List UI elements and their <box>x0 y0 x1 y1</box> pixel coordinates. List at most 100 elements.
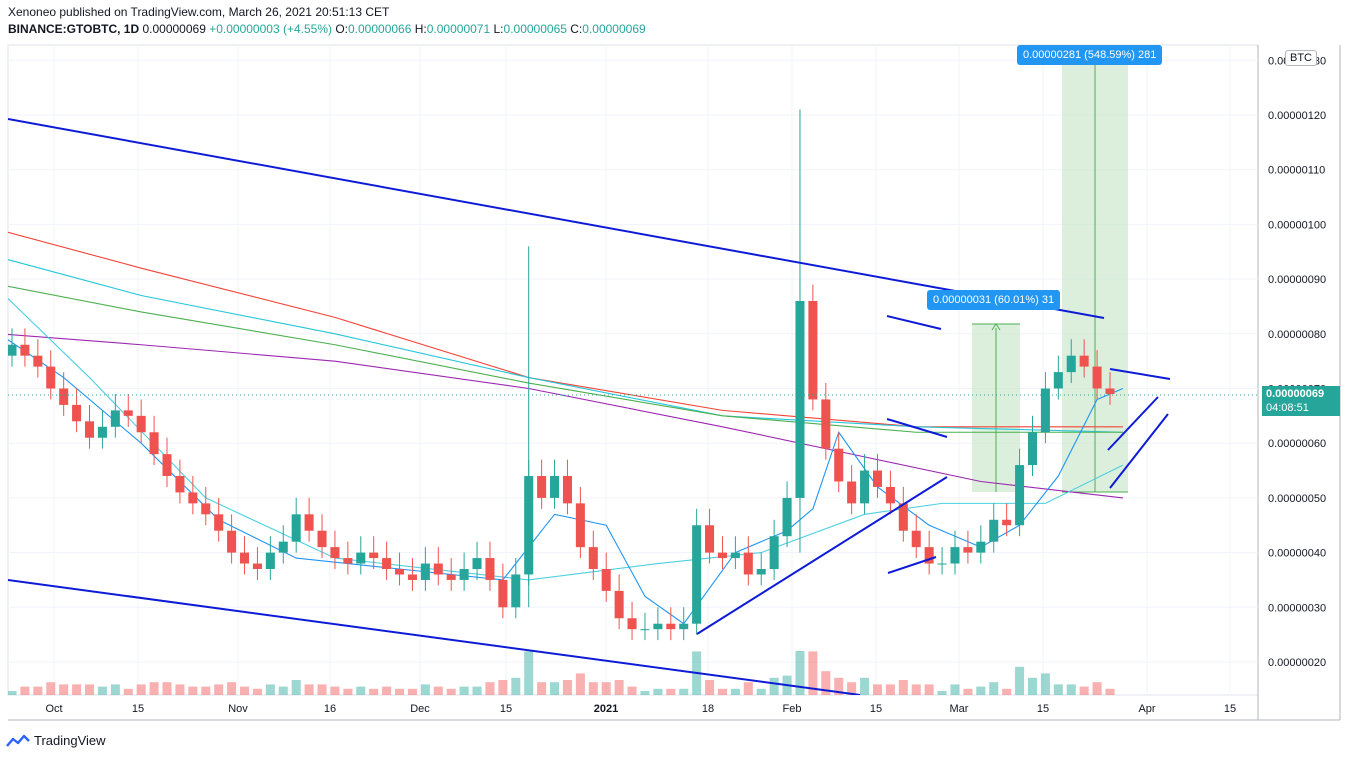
candle-body <box>782 497 792 537</box>
volume-bar <box>123 688 133 695</box>
volume-bar <box>872 684 883 695</box>
volume-bar <box>537 682 547 695</box>
y-tick-label: 0.00000030 <box>1268 602 1326 614</box>
volume-bar <box>498 680 508 695</box>
candle-body <box>705 525 715 553</box>
volume-bar <box>485 682 495 695</box>
volume-bar <box>369 688 379 695</box>
high-label: H: <box>414 22 427 36</box>
volume-bar <box>808 651 818 695</box>
volume-bar <box>885 684 895 695</box>
candle-body <box>356 552 366 564</box>
volume-bar <box>756 688 766 695</box>
candle-body <box>679 623 689 630</box>
plot-area <box>7 44 1259 696</box>
volume-bar <box>59 684 69 695</box>
candle-body <box>227 530 237 553</box>
volume-bar <box>1027 677 1038 695</box>
candle-body <box>1053 372 1063 389</box>
volume-bar <box>743 682 753 695</box>
candle-body <box>911 530 921 548</box>
candle-body <box>46 366 56 389</box>
ohlc-legend: BINANCE:GTOBTC, 1D 0.00000069 +0.0000000… <box>8 22 646 36</box>
candle-body <box>149 432 159 455</box>
candle-body <box>420 563 430 580</box>
volume-bar <box>653 688 663 695</box>
measure-label-small: 0.00000031 (60.01%) 31 <box>927 290 1061 310</box>
price-change: +0.00000003 (+4.55%) <box>209 22 332 36</box>
candle-body <box>20 344 30 356</box>
candle-body <box>123 410 133 416</box>
y-tick-label: 0.00000060 <box>1268 438 1326 450</box>
candle-body <box>162 454 172 477</box>
volume-bar <box>8 691 17 695</box>
candle-body <box>291 514 301 542</box>
volume-bar <box>330 686 340 695</box>
volume-bar <box>860 677 870 695</box>
candle-body <box>175 476 185 493</box>
candle-body <box>278 541 288 553</box>
y-tick-label: 0.00000050 <box>1268 493 1326 505</box>
candle-body <box>485 558 495 580</box>
candle-body <box>562 476 572 504</box>
candle-body <box>1015 465 1025 526</box>
candle-body <box>588 547 598 570</box>
currency-button[interactable]: BTC <box>1285 50 1317 66</box>
y-tick-label: 0.00000110 <box>1268 165 1325 177</box>
candle-body <box>1040 388 1050 433</box>
volume-bar <box>1079 686 1089 695</box>
segment-2 <box>886 418 948 438</box>
y-tick-label: 0.00000020 <box>1268 657 1326 669</box>
volume-bar <box>420 684 430 695</box>
candle-body <box>304 514 314 531</box>
candle-body <box>989 519 999 542</box>
volume-bar <box>149 682 159 695</box>
footer-brand[interactable]: TradingView <box>6 733 106 748</box>
segment-1 <box>886 315 942 330</box>
candle-body <box>265 552 275 570</box>
candle-body <box>950 547 960 564</box>
candle-body <box>511 574 521 608</box>
volume-bar <box>1015 666 1025 695</box>
candle-body <box>395 569 405 575</box>
candle-body <box>1066 355 1076 373</box>
volume-bar <box>950 684 960 695</box>
segment-5 <box>1107 396 1159 451</box>
candle-body <box>640 629 650 631</box>
low-label: L: <box>493 22 504 36</box>
volume-bar <box>834 677 844 695</box>
candle-body <box>472 558 482 570</box>
volume-bar <box>705 680 715 695</box>
footer-brand-label: TradingView <box>34 733 106 748</box>
volume-bar <box>937 691 947 695</box>
x-tick-label: Mar <box>950 703 969 715</box>
ma-fast <box>8 339 1124 625</box>
trendline-lower <box>8 579 861 695</box>
x-tick-label: Dec <box>410 703 430 715</box>
volume-bar <box>666 688 676 695</box>
volume-bar <box>1053 684 1063 695</box>
candle-body <box>1002 519 1012 526</box>
volume-bar <box>72 684 82 695</box>
volume-bar <box>317 684 327 695</box>
volume-bar <box>433 686 443 695</box>
volume-bar <box>188 686 198 695</box>
volume-bar <box>911 684 921 695</box>
y-tick-label: 0.00000040 <box>1268 548 1326 560</box>
volume-bar <box>627 686 637 695</box>
x-tick-label: 15 <box>870 703 882 715</box>
candle-body <box>537 476 547 498</box>
candle-body <box>59 388 69 405</box>
high-value: 0.00000071 <box>426 22 491 36</box>
volume-bar <box>252 688 262 695</box>
candle-body <box>136 415 146 433</box>
volume-bar <box>717 688 727 695</box>
volume-bar <box>588 682 598 695</box>
candle-body <box>653 623 663 630</box>
candle-body <box>72 404 82 422</box>
x-tick-label: Nov <box>228 703 248 715</box>
candle-body <box>1079 355 1089 367</box>
low-value: 0.00000065 <box>503 22 567 36</box>
candle-body <box>330 547 340 559</box>
